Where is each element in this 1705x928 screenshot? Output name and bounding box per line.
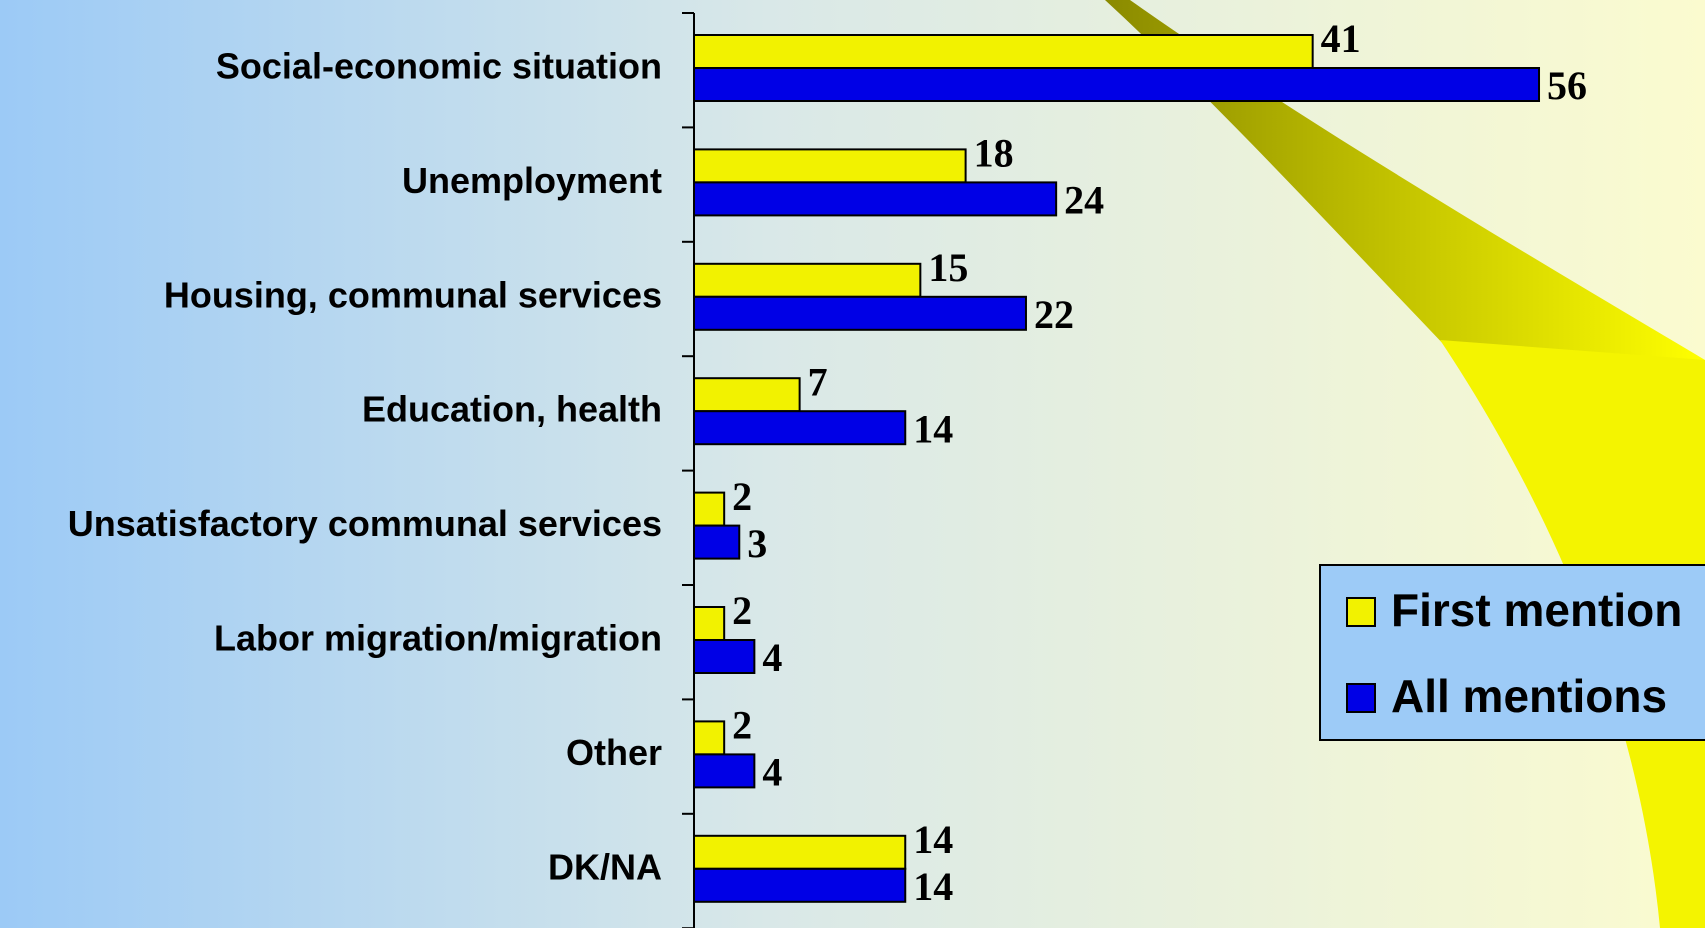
value-label: 14	[913, 406, 953, 451]
value-label: 2	[732, 703, 752, 748]
category-label: Housing, communal services	[164, 274, 662, 315]
legend-label: First mention	[1391, 584, 1682, 636]
category-label: Education, health	[362, 389, 662, 430]
bar	[693, 720, 726, 756]
value-label: 18	[974, 131, 1014, 176]
value-label: 15	[928, 245, 968, 290]
value-label: 24	[1064, 178, 1104, 223]
category-label: DK/NA	[548, 846, 662, 887]
value-label: 3	[747, 521, 767, 566]
category-label: Unemployment	[402, 160, 662, 201]
bar	[693, 67, 1541, 102]
bar	[693, 834, 907, 870]
bar	[693, 181, 1058, 217]
category-label: Labor migration/migration	[214, 618, 662, 659]
legend-label: All mentions	[1391, 670, 1667, 722]
legend-box	[1319, 564, 1705, 741]
bar	[693, 524, 741, 560]
bar	[693, 753, 756, 789]
value-label: 56	[1547, 63, 1587, 108]
value-label: 2	[732, 588, 752, 633]
value-label: 14	[913, 864, 953, 909]
legend-swatch	[1346, 597, 1376, 627]
bar	[693, 34, 1314, 69]
value-label: 7	[808, 359, 828, 404]
bar	[693, 377, 801, 413]
bar	[693, 295, 1027, 331]
category-label: Social-economic situation	[216, 46, 662, 87]
bar	[693, 148, 967, 184]
value-label: 22	[1034, 292, 1074, 337]
legend	[1319, 564, 1705, 741]
value-label: 4	[762, 635, 782, 680]
bar	[693, 639, 756, 674]
value-label: 2	[732, 474, 752, 519]
bar	[693, 867, 907, 903]
value-label: 41	[1321, 16, 1361, 61]
category-label: Other	[566, 732, 662, 773]
bar	[693, 491, 726, 527]
swoosh	[1440, 340, 1705, 928]
bar	[693, 262, 922, 298]
value-label: 14	[913, 817, 953, 862]
bar	[693, 410, 907, 446]
category-label: Unsatisfactory communal services	[68, 503, 662, 544]
value-label: 4	[762, 750, 782, 795]
bar	[693, 606, 726, 641]
legend-swatch	[1346, 683, 1376, 713]
